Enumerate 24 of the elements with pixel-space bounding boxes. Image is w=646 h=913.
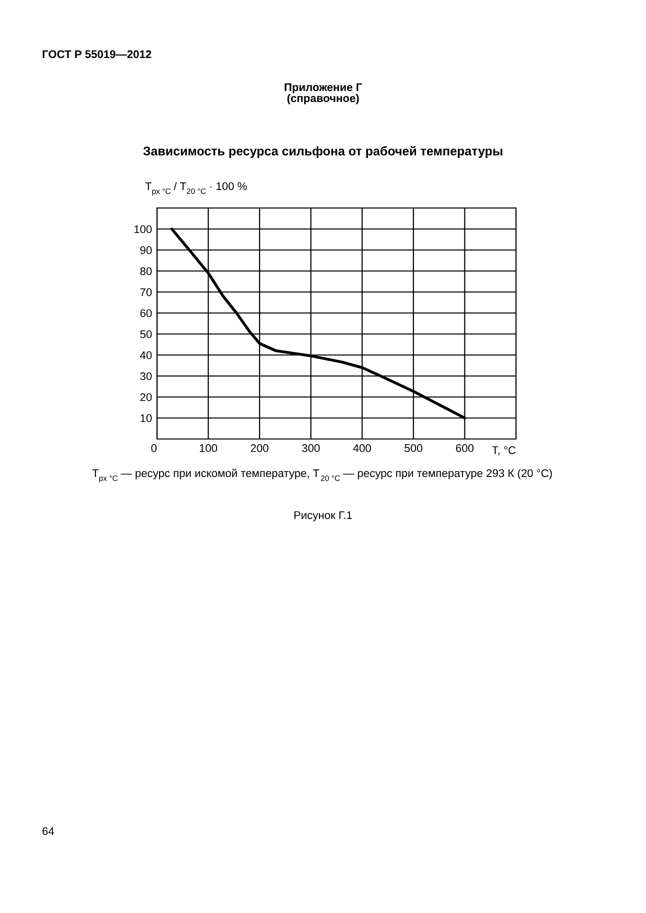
chart-title: Зависимость ресурса сильфона от рабочей температуры (143, 146, 502, 158)
y-tick-label: 10 (140, 414, 152, 422)
y-tick-label: 70 (140, 288, 152, 296)
x-tick-label: 200 (250, 444, 268, 452)
text: Рисунок Г.1 (294, 511, 352, 522)
y-tick-label: 20 (140, 393, 152, 402)
x-tick-label: 0 (151, 444, 157, 452)
y-tick-label: 30 (140, 372, 152, 380)
text: Приложение Г (284, 83, 362, 94)
text: 64 (42, 827, 54, 836)
y-tick-label: 100 (134, 225, 152, 234)
x-tick-label: 500 (404, 444, 422, 452)
x-axis-title: T, °C (492, 446, 516, 456)
y-tick-label: 60 (140, 309, 152, 318)
x-tick-label: 400 (353, 444, 371, 452)
x-tick-label: 300 (302, 444, 320, 452)
x-tick-label: 100 (200, 444, 218, 452)
y-tick-label: 40 (140, 351, 152, 360)
text: ГОСТ Р 55019—2012 (42, 50, 152, 58)
y-tick-label: 50 (140, 330, 152, 338)
x-tick-label: 600 (456, 444, 474, 452)
y-tick-label: 90 (140, 246, 152, 254)
y-tick-label: 80 (140, 267, 152, 276)
text: (справочное) (287, 94, 359, 104)
